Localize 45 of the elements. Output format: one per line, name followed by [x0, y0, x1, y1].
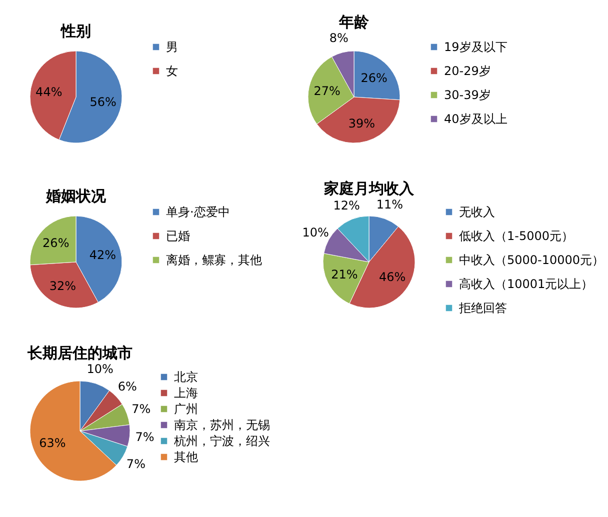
legend-label: 南京，苏州，无锡 [174, 418, 270, 432]
data-label: 44% [36, 84, 62, 99]
data-label: 26% [42, 236, 70, 250]
data-label: 10% [302, 226, 329, 240]
chart-title: 家庭月均收入 [323, 180, 415, 198]
legend-label: 40岁及以上 [444, 112, 508, 126]
legend-label: 其他 [174, 450, 198, 464]
data-label: 21% [331, 268, 358, 282]
data-label: 26% [360, 71, 388, 86]
legend-label: 无收入 [459, 205, 495, 219]
data-label: 12% [333, 198, 360, 212]
legend-label: 低收入（1-5000元） [459, 229, 574, 243]
data-label: 8% [329, 30, 348, 45]
legend-label: 广州 [174, 402, 198, 416]
legend-label: 杭州，宁波，绍兴 [173, 434, 270, 448]
legend-label: 20-29岁 [444, 64, 491, 78]
chart-title: 长期居住的城市 [26, 344, 132, 362]
data-label: 6% [118, 380, 137, 394]
legend-label: 拒绝回答 [458, 301, 507, 315]
data-label: 46% [378, 270, 406, 284]
legend-label: 离婚，鳏寡，其他 [166, 253, 262, 267]
data-label: 56% [90, 95, 116, 110]
data-label: 10% [86, 362, 114, 376]
data-label: 7% [135, 430, 154, 444]
data-label: 32% [49, 279, 76, 294]
chart-title: 年龄 [338, 12, 370, 31]
data-label: 11% [376, 198, 403, 212]
legend-label: 已婚 [166, 229, 190, 243]
legend-label: 北京 [174, 370, 198, 384]
legend-label: 中收入（5000-10000元） [459, 253, 604, 267]
legend-label: 上海 [174, 386, 198, 400]
data-label: 7% [126, 457, 146, 472]
data-label: 7% [132, 402, 151, 416]
legend-label: 单身·恋爱中 [166, 205, 230, 219]
legend-label: 30-39岁 [444, 88, 491, 102]
data-label: 63% [39, 436, 66, 450]
legend-label: 女 [166, 64, 178, 78]
legend-label: 高收入（10001元以上） [459, 277, 594, 291]
data-label: 27% [314, 84, 340, 98]
data-label: 42% [89, 248, 116, 262]
data-label: 39% [348, 116, 376, 131]
chart-title: 性别 [60, 22, 91, 40]
legend-label: 男 [166, 40, 178, 54]
chart-title: 婚姻状况 [45, 187, 107, 205]
legend-label: 19岁及以下 [444, 40, 508, 54]
